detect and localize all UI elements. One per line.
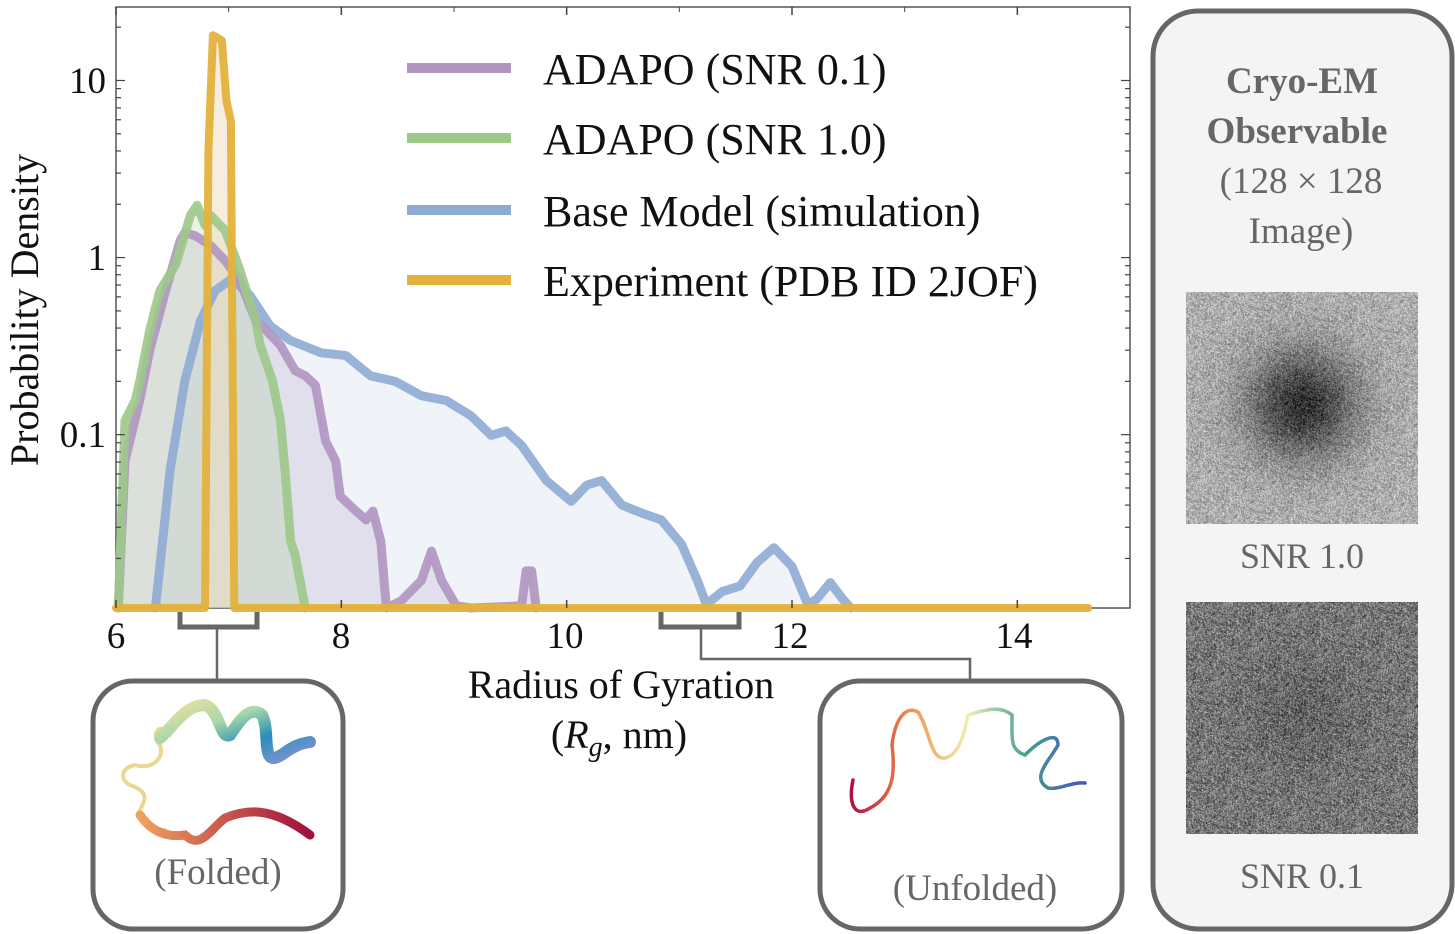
series-line-base-model-simulation xyxy=(150,274,856,613)
x-tick-label: 14 xyxy=(996,616,1033,657)
x-axis-label: Radius of Gyration xyxy=(468,662,775,707)
x-tick-label: 12 xyxy=(772,616,809,657)
unfolded-protein-icon xyxy=(849,707,1087,814)
plot-area xyxy=(112,6,1131,613)
folded-label: (Folded) xyxy=(154,852,281,893)
y-tick-label: 10 xyxy=(69,61,106,102)
unfolded-inset: (Unfolded) xyxy=(817,678,1125,932)
y-tick-label: 1 xyxy=(88,238,107,279)
x-axis-units: (Rg, nm) xyxy=(551,712,687,763)
panel-subtitle: (128 × 128 xyxy=(1220,161,1383,202)
cryo-em-image-snr10 xyxy=(1186,292,1418,524)
unfolded-label: (Unfolded) xyxy=(893,868,1057,909)
y-axis-label: Probability Density xyxy=(2,154,47,466)
folded-protein-icon xyxy=(121,698,316,845)
cryo-em-image-snr01 xyxy=(1186,602,1418,834)
folded-inset: (Folded) xyxy=(90,678,346,932)
image-label-snr01: SNR 0.1 xyxy=(1240,856,1364,896)
series-line-adapo-snr-1-0 xyxy=(113,200,310,613)
x-tick-label: 6 xyxy=(107,616,126,657)
legend: ADAPO (SNR 0.1) ADAPO (SNR 1.0) Base Mod… xyxy=(407,45,1038,306)
panel-title: Observable xyxy=(1207,111,1388,152)
series-fill-base-model-simulation xyxy=(155,278,851,608)
series-lines xyxy=(112,31,1093,613)
panel-title: Cryo-EM xyxy=(1226,61,1378,102)
x-tick-label: 10 xyxy=(547,616,584,657)
legend-label: Experiment (PDB ID 2JOF) xyxy=(543,257,1038,306)
panel-subtitle: Image) xyxy=(1249,211,1354,252)
unfolded-bracket xyxy=(658,612,972,682)
axis-ticks xyxy=(115,7,1131,608)
legend-label: ADAPO (SNR 0.1) xyxy=(543,45,886,94)
y-tick-label: 0.1 xyxy=(60,415,106,456)
folded-bracket xyxy=(177,612,260,682)
x-tick-label: 8 xyxy=(332,616,351,657)
series-line-experiment-pdb-id-2jof xyxy=(112,31,1093,612)
legend-label: ADAPO (SNR 1.0) xyxy=(543,115,886,164)
legend-label: Base Model (simulation) xyxy=(543,187,981,236)
image-label-snr10: SNR 1.0 xyxy=(1240,536,1364,576)
